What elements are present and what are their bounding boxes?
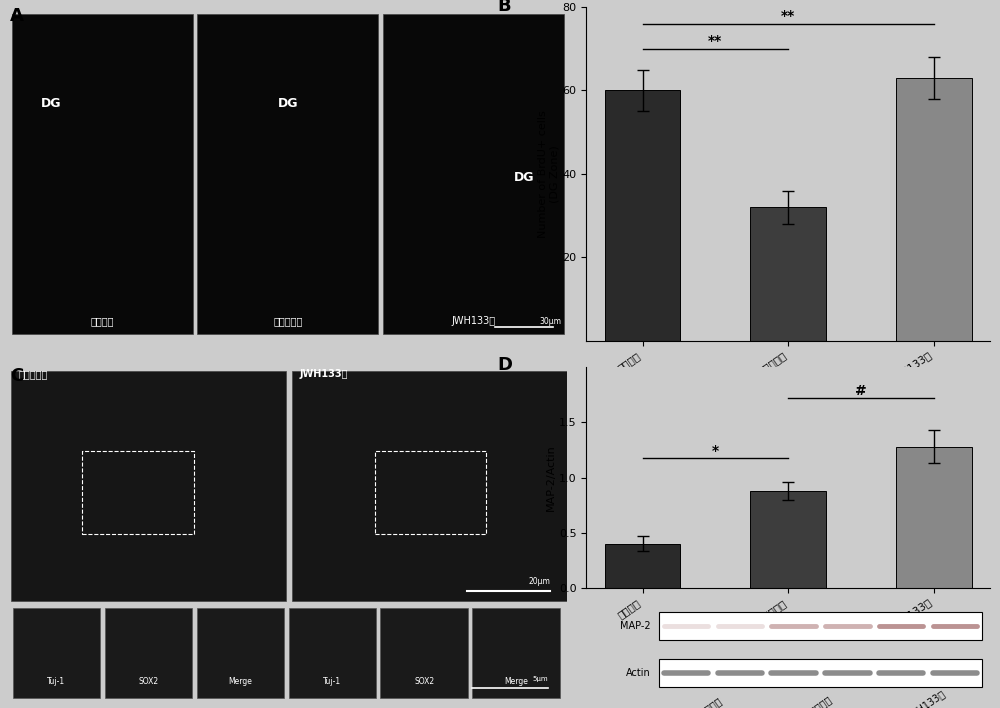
Text: Merge: Merge bbox=[228, 678, 252, 686]
Bar bbox=[605, 91, 680, 341]
Text: SOX2: SOX2 bbox=[414, 678, 434, 686]
Text: JWH133组: JWH133组 bbox=[451, 316, 495, 326]
Bar bbox=[605, 544, 680, 588]
Bar bbox=[13, 607, 100, 697]
Bar bbox=[659, 612, 982, 640]
Text: **: ** bbox=[781, 9, 795, 23]
Bar bbox=[659, 659, 982, 687]
Text: B: B bbox=[497, 0, 511, 15]
Text: *: * bbox=[712, 444, 719, 458]
Text: 生理盐水组: 生理盐水组 bbox=[18, 370, 48, 379]
Bar bbox=[197, 607, 284, 697]
Text: DG: DG bbox=[514, 171, 534, 183]
Bar bbox=[896, 447, 972, 588]
Y-axis label: Number of BrdU+ cells
(DG Zone): Number of BrdU+ cells (DG Zone) bbox=[538, 110, 560, 238]
Bar bbox=[750, 491, 826, 588]
Text: A: A bbox=[10, 7, 24, 25]
Text: 30μm: 30μm bbox=[539, 317, 561, 326]
Text: D: D bbox=[497, 356, 512, 375]
Text: 生理盐水组: 生理盐水组 bbox=[804, 694, 834, 708]
Text: 假手术组: 假手术组 bbox=[699, 696, 724, 708]
Text: Actin: Actin bbox=[626, 668, 651, 678]
Bar bbox=[11, 371, 286, 601]
Bar bbox=[82, 451, 194, 534]
Bar bbox=[472, 607, 560, 697]
Y-axis label: MAP-2/Actin: MAP-2/Actin bbox=[546, 444, 556, 511]
Text: SOX2: SOX2 bbox=[138, 678, 159, 686]
Bar bbox=[197, 13, 378, 334]
Text: 假手术组: 假手术组 bbox=[90, 316, 114, 326]
Text: C: C bbox=[10, 367, 23, 385]
Text: Tuj-1: Tuj-1 bbox=[47, 678, 66, 686]
Bar bbox=[292, 371, 568, 601]
Bar bbox=[380, 607, 468, 697]
Text: **: ** bbox=[708, 35, 722, 48]
Text: 20μm: 20μm bbox=[529, 577, 550, 586]
Text: 生理盐水组: 生理盐水组 bbox=[273, 316, 302, 326]
Bar bbox=[896, 78, 972, 341]
Bar bbox=[12, 13, 193, 334]
Text: DG: DG bbox=[41, 97, 62, 110]
Text: Tuj-1: Tuj-1 bbox=[323, 678, 341, 686]
Text: #: # bbox=[855, 384, 867, 399]
Text: MAP-2: MAP-2 bbox=[620, 621, 651, 631]
Bar bbox=[289, 607, 376, 697]
Text: 5μm: 5μm bbox=[532, 676, 548, 682]
Text: DG: DG bbox=[277, 97, 298, 110]
Text: JWH133组: JWH133组 bbox=[300, 370, 348, 379]
Text: Merge: Merge bbox=[504, 678, 528, 686]
Bar bbox=[383, 13, 564, 334]
Bar bbox=[750, 207, 826, 341]
Text: JWH133组: JWH133组 bbox=[905, 690, 947, 708]
Bar bbox=[375, 451, 486, 534]
Bar bbox=[105, 607, 192, 697]
